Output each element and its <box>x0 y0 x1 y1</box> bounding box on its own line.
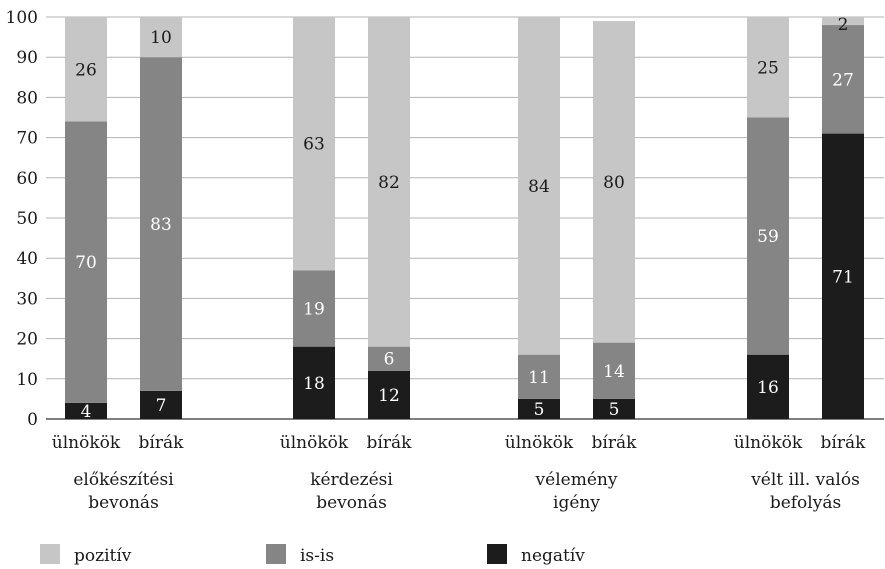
group-label: kérdezési <box>310 470 393 490</box>
x-tick-label: bírák <box>821 433 867 453</box>
bar-segment <box>747 17 789 118</box>
x-tick-label: ülnökök <box>52 433 121 453</box>
legend-swatch <box>266 544 286 564</box>
bar-segment <box>368 17 410 347</box>
x-tick-label: bírák <box>592 433 638 453</box>
y-tick-label: 30 <box>16 289 38 309</box>
data-label: 18 <box>303 374 325 394</box>
bar-segment <box>518 17 560 355</box>
x-tick-label: ülnökök <box>734 433 803 453</box>
data-label: 6 <box>384 350 395 370</box>
y-tick-label: 90 <box>16 48 38 68</box>
bar-segment <box>593 398 635 419</box>
y-tick-label: 80 <box>16 88 38 108</box>
group-label: bevonás <box>88 493 159 513</box>
data-label: 10 <box>150 28 172 48</box>
data-label: 11 <box>528 368 550 388</box>
y-tick-label: 60 <box>16 169 38 189</box>
bar-segment <box>65 121 107 403</box>
data-label: 5 <box>534 400 545 420</box>
bar-segment <box>293 346 335 419</box>
bar-segment <box>293 270 335 347</box>
y-tick-label: 70 <box>16 129 38 149</box>
data-label: 19 <box>303 299 325 319</box>
bar-segment <box>293 17 335 271</box>
data-label: 80 <box>603 173 625 193</box>
y-tick-label: 0 <box>27 410 38 430</box>
y-tick-label: 100 <box>6 8 38 28</box>
bar-segment <box>822 25 864 134</box>
bar-segment <box>140 390 182 419</box>
data-label: 63 <box>303 135 325 155</box>
data-label: 12 <box>378 386 400 406</box>
y-tick-label: 50 <box>16 209 38 229</box>
bar-segment <box>368 370 410 419</box>
data-label: 26 <box>75 60 97 80</box>
data-label: 71 <box>832 267 854 287</box>
y-tick-label: 10 <box>16 370 38 390</box>
legend-swatch <box>487 544 507 564</box>
bar-segment <box>368 346 410 371</box>
x-tick-label: ülnökök <box>505 433 574 453</box>
x-tick-label: bírák <box>139 433 185 453</box>
legend-label: pozitív <box>74 546 132 566</box>
data-label: 27 <box>832 70 854 90</box>
data-label: 82 <box>378 173 400 193</box>
data-label: 83 <box>150 215 172 235</box>
data-label: 5 <box>609 400 620 420</box>
group-label: vélt ill. valós <box>750 470 860 490</box>
bar-segment <box>518 398 560 419</box>
group-label: vélemény <box>535 470 618 490</box>
bar-segment <box>593 342 635 399</box>
bar-segment <box>140 17 182 58</box>
bar-segment <box>747 117 789 355</box>
legend-label: negatív <box>521 546 585 566</box>
bar-segment <box>822 17 864 26</box>
data-label: 59 <box>757 227 779 247</box>
x-tick-label: ülnökök <box>280 433 349 453</box>
data-label: 70 <box>75 253 97 273</box>
x-tick-label: bírák <box>367 433 413 453</box>
y-tick-label: 20 <box>16 330 38 350</box>
legend-swatch <box>40 544 60 564</box>
group-label: befolyás <box>770 493 841 513</box>
bar-segment <box>747 354 789 419</box>
group-label: bevonás <box>316 493 387 513</box>
group-label: előkészítési <box>73 470 174 490</box>
y-tick-label: 40 <box>16 249 38 269</box>
data-label: 7 <box>156 396 167 416</box>
bar-segment <box>65 17 107 122</box>
data-label: 4 <box>81 402 92 422</box>
group-label: igény <box>553 493 600 513</box>
bar-segment <box>593 21 635 343</box>
data-label: 84 <box>528 177 550 197</box>
bar-segment <box>65 402 107 419</box>
legend-label: is-is <box>300 546 334 566</box>
bar-segment <box>140 57 182 391</box>
data-label: 25 <box>757 58 779 78</box>
data-label: 2 <box>838 15 849 35</box>
bar-segment <box>822 133 864 419</box>
data-label: 16 <box>757 378 779 398</box>
data-label: 14 <box>603 362 625 382</box>
bar-segment <box>518 354 560 399</box>
